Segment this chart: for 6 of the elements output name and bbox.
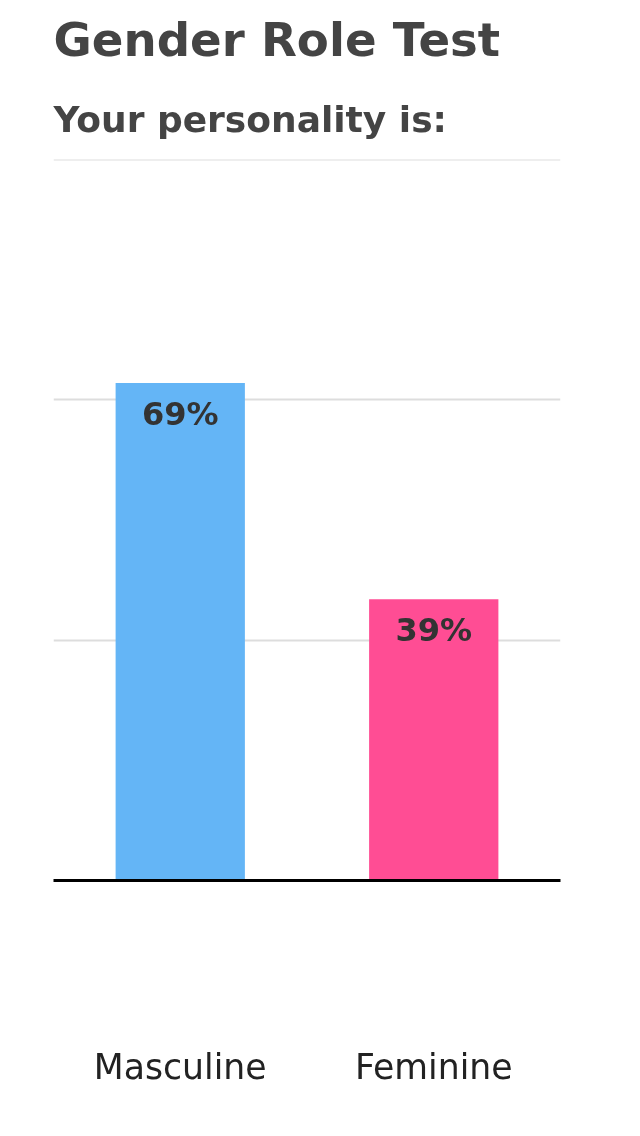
chart-subtitle: Your personality is:	[52, 98, 447, 140]
chart-title: Gender Role Test	[53, 12, 501, 67]
x-tick-label: Feminine	[354, 1046, 513, 1087]
data-label: 39%	[395, 611, 473, 650]
data-label: 69%	[141, 395, 219, 434]
x-tick-label: Masculine	[93, 1046, 267, 1087]
